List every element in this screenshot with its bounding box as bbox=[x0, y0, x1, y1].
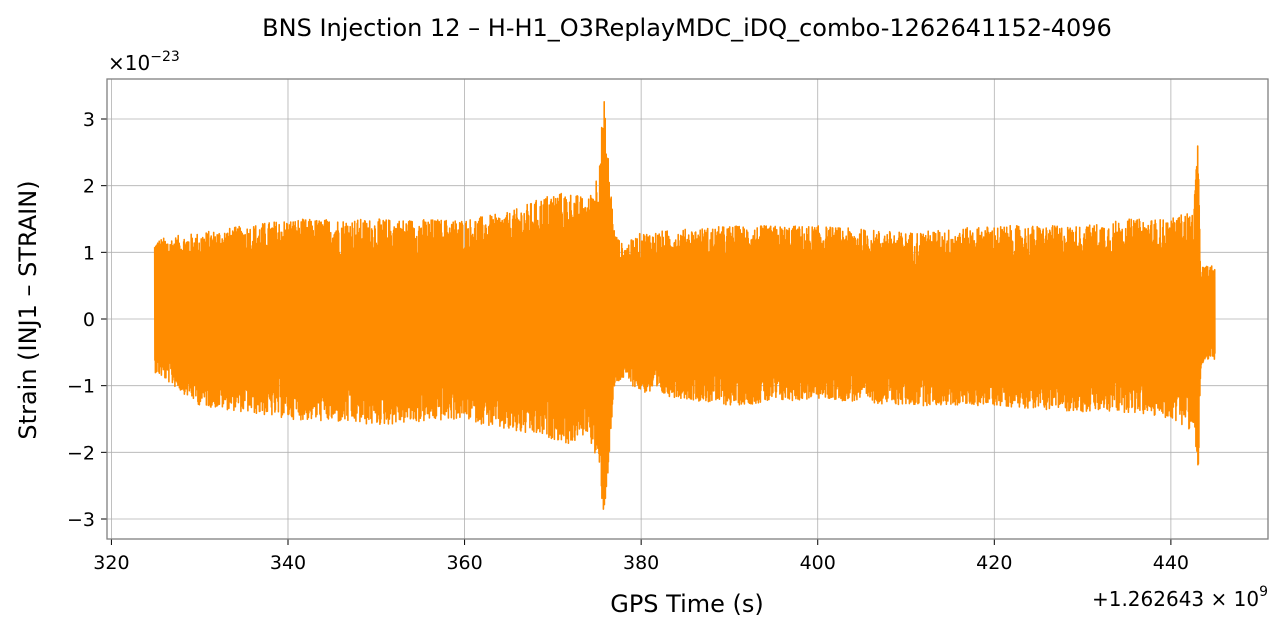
y-tick-label: 3 bbox=[83, 109, 95, 131]
y-tick-label: −2 bbox=[67, 442, 95, 464]
y-axis-label: Strain (INJ1 – STRAIN) bbox=[14, 180, 42, 439]
y-axis: −3 −2 −1 0 1 2 3 bbox=[67, 109, 107, 531]
strain-series-line bbox=[153, 101, 1216, 510]
x-tick-label: 380 bbox=[623, 552, 659, 574]
x-tick-label: 420 bbox=[976, 552, 1012, 574]
y-tick-label: 2 bbox=[83, 176, 95, 198]
x-tick-label: 440 bbox=[1153, 552, 1189, 574]
plot-area bbox=[153, 101, 1216, 510]
axes-frame bbox=[106, 78, 1269, 540]
x-offset-text: +1.262643 × 109 bbox=[1092, 584, 1268, 611]
x-tick-label: 340 bbox=[270, 552, 306, 574]
x-tick-label: 320 bbox=[93, 552, 129, 574]
y-tick-label: 1 bbox=[83, 242, 95, 264]
x-axis: 320 340 360 380 400 420 440 bbox=[93, 539, 1189, 574]
chart-title: BNS Injection 12 – H-H1_O3ReplayMDC_iDQ_… bbox=[262, 14, 1112, 42]
x-tick-label: 360 bbox=[446, 552, 482, 574]
x-tick-label: 400 bbox=[800, 552, 836, 574]
y-tick-label: −1 bbox=[67, 376, 95, 398]
y-tick-label: 0 bbox=[83, 309, 95, 331]
y-tick-label: −3 bbox=[67, 509, 95, 531]
y-scale-factor: ×10−23 bbox=[108, 49, 180, 75]
x-axis-label: GPS Time (s) bbox=[610, 590, 764, 618]
